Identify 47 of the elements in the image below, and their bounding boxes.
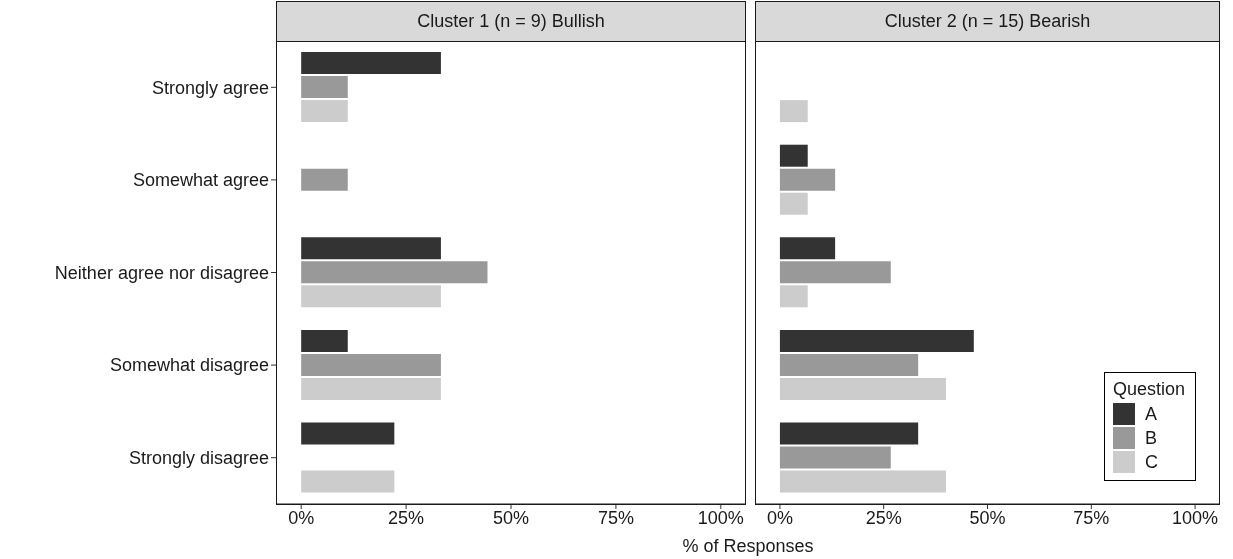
legend-label: B	[1144, 427, 1157, 449]
bar	[779, 261, 891, 284]
y-tick-label: Strongly disagree	[128, 448, 269, 469]
chart-title: Cluster 2 (n = 15) Bearish	[755, 1, 1220, 42]
chart-title: Cluster 1 (n = 9) Bullish	[276, 1, 746, 42]
bar	[301, 470, 395, 493]
x-tick-label: 75%	[1073, 507, 1110, 528]
bar	[779, 237, 836, 260]
bar	[301, 52, 441, 75]
bar	[779, 285, 808, 308]
y-tick-label: Somewhat disagree	[109, 355, 269, 376]
bar	[779, 329, 974, 352]
x-tick-label: 50%	[492, 507, 530, 528]
bar	[779, 470, 946, 493]
bar	[779, 144, 808, 167]
x-tick-label: 0%	[766, 507, 793, 528]
x-tick-label: 100%	[1172, 507, 1219, 528]
x-tick-label: 25%	[865, 507, 902, 528]
bar	[779, 353, 919, 376]
bar	[301, 261, 488, 284]
bar	[779, 168, 836, 191]
bar	[301, 100, 348, 123]
x-tick-label: 0%	[288, 507, 315, 528]
legend-label: A	[1144, 403, 1157, 425]
x-tick-label: 100%	[697, 507, 744, 528]
x-tick-label: 50%	[969, 507, 1006, 528]
bar	[301, 76, 348, 99]
y-tick-label: Strongly agree	[151, 77, 269, 98]
bar	[301, 329, 348, 352]
x-axis-title: % of Responses	[681, 536, 815, 557]
bar	[301, 422, 395, 445]
legend-label: C	[1144, 451, 1158, 473]
y-tick-label: Somewhat agree	[132, 170, 269, 191]
bar	[779, 377, 946, 400]
bar	[301, 353, 441, 376]
bar	[301, 168, 348, 191]
y-tick-label: Neither agree nor disagree	[54, 262, 269, 283]
x-tick-label: 75%	[597, 507, 634, 528]
bar	[779, 422, 919, 445]
bar	[779, 100, 808, 123]
x-tick-label: 25%	[388, 507, 425, 528]
bar	[779, 446, 891, 469]
bar	[301, 377, 441, 400]
bar	[301, 237, 441, 260]
legend-title: Question	[1112, 379, 1185, 400]
bar	[301, 285, 441, 308]
bar	[779, 192, 808, 215]
